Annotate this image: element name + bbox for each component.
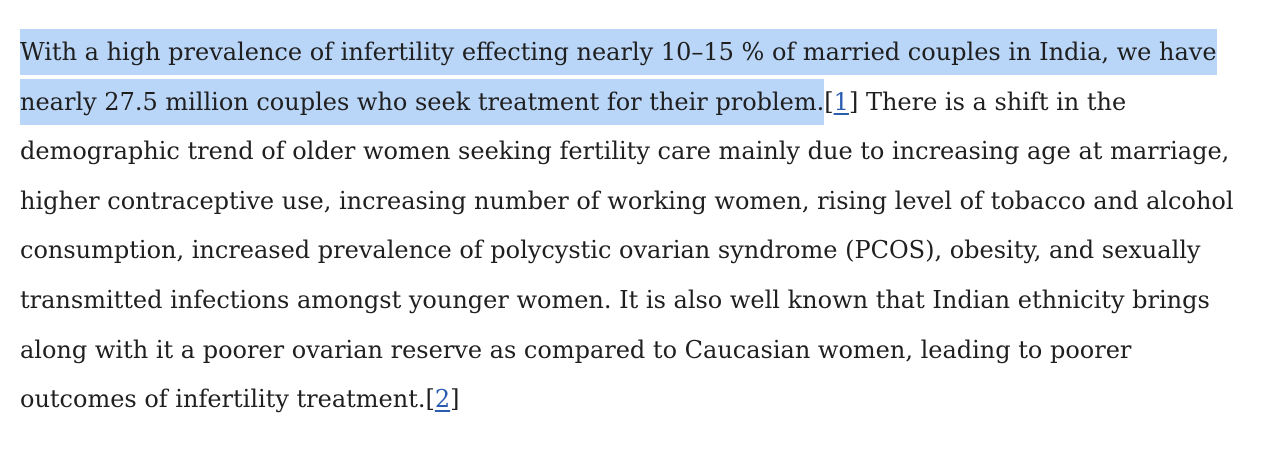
ref-bracket: [: [425, 385, 435, 414]
paragraph: With a high prevalence of infertility ef…: [20, 28, 1248, 425]
ref-bracket: [: [824, 87, 834, 116]
reference-link[interactable]: 1: [833, 87, 849, 116]
reference-link[interactable]: 2: [434, 385, 451, 414]
ref-bracket: ]: [450, 385, 460, 414]
ref-bracket: ]: [848, 87, 859, 116]
body-text: There is a shift in the demographic tren…: [20, 87, 1234, 414]
